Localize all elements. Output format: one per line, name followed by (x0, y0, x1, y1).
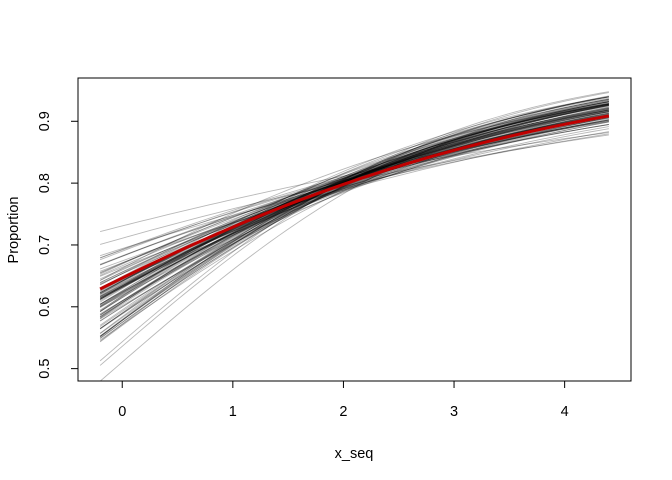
posterior-sample-line (99, 120, 609, 259)
posterior-sample-line (99, 114, 609, 284)
posterior-sample-line (99, 106, 609, 322)
y-axis-label: Proportion (6, 197, 22, 264)
posterior-sample-line (99, 104, 609, 316)
posterior-sample-line (99, 107, 609, 308)
posterior-sample-line (99, 119, 609, 273)
posterior-sample-line (99, 103, 609, 316)
posterior-sample-line (99, 124, 609, 259)
posterior-sample-line (99, 98, 609, 319)
posterior-sample-line (99, 109, 609, 289)
y-tick-label: 0.6 (37, 297, 53, 317)
posterior-sample-line (99, 103, 609, 305)
posterior-sample-line (99, 104, 609, 329)
x-axis-label: x_seq (335, 446, 374, 462)
series-area (99, 91, 610, 381)
posterior-sample-line (99, 105, 609, 318)
mean-curve-line (99, 114, 610, 291)
posterior-sample-line (99, 104, 609, 341)
posterior-sample-line (99, 95, 609, 338)
posterior-sample-line (99, 117, 609, 308)
posterior-sample-line (99, 96, 609, 334)
posterior-sample-line (99, 107, 609, 308)
posterior-sample-line (99, 95, 609, 381)
posterior-sample-line (99, 109, 609, 299)
posterior-sample-line (99, 133, 609, 257)
posterior-sample-line (99, 96, 609, 342)
posterior-sample-line (99, 97, 609, 313)
posterior-sample-line (99, 104, 609, 316)
posterior-sample-line (99, 131, 609, 270)
posterior-sample-line (99, 110, 609, 300)
posterior-sample-line (99, 134, 609, 245)
posterior-sample-line (99, 120, 609, 266)
posterior-sample-line (99, 126, 609, 277)
posterior-sample-line (99, 118, 609, 298)
posterior-sample-line (99, 105, 609, 302)
posterior-sample-line (99, 91, 609, 362)
posterior-sample-line (99, 103, 609, 306)
posterior-sample-line (99, 108, 609, 299)
posterior-sample-line (99, 108, 609, 322)
posterior-sample-line (99, 114, 609, 275)
posterior-sample-line (99, 109, 609, 300)
posterior-sample-line (99, 116, 609, 295)
posterior-sample-line (99, 121, 609, 291)
y-tick-label: 0.7 (37, 235, 53, 255)
posterior-sample-line (99, 119, 609, 299)
posterior-sample-line (99, 117, 609, 298)
posterior-sample-line (99, 99, 609, 337)
y-axis: 0.5 0.6 0.7 0.8 0.9 (37, 111, 79, 379)
posterior-sample-line (99, 120, 609, 261)
posterior-sample-line (99, 96, 609, 337)
series-group (99, 91, 610, 381)
posterior-sample-line (99, 102, 609, 317)
posterior-sample-line (99, 101, 609, 329)
posterior-sample-line (99, 103, 609, 311)
posterior-sample-line (99, 92, 609, 366)
posterior-sample-line (99, 111, 609, 320)
posterior-sample-line (99, 99, 609, 334)
y-tick-label: 0.9 (37, 111, 53, 131)
x-tick-label: 0 (118, 404, 126, 420)
posterior-sample-line (99, 98, 609, 337)
posterior-sample-line (99, 112, 609, 305)
posterior-sample-line (100, 132, 609, 233)
posterior-sample-line (99, 96, 609, 312)
posterior-sample-line (99, 108, 609, 307)
posterior-sample-line (99, 128, 609, 272)
posterior-sample-line (99, 101, 609, 327)
posterior-sample-line (99, 111, 609, 315)
posterior-sample-line (99, 105, 609, 312)
y-tick-label: 0.8 (37, 173, 53, 193)
posterior-sample-line (99, 104, 609, 318)
x-axis: 0 1 2 3 4 (118, 380, 569, 420)
posterior-sample-line (99, 109, 609, 300)
posterior-sample-line (99, 102, 609, 313)
posterior-sample-line (99, 98, 609, 330)
posterior-sample-line (99, 103, 609, 295)
x-tick-label: 3 (450, 404, 458, 420)
x-tick-label: 4 (561, 404, 569, 420)
posterior-sample-line (99, 116, 609, 274)
posterior-sample-line (99, 109, 609, 306)
posterior-sample-line (99, 108, 609, 286)
posterior-sample-line (99, 103, 609, 307)
x-tick-label: 1 (229, 404, 237, 420)
posterior-sample-line (99, 103, 609, 281)
y-tick-label: 0.5 (37, 359, 53, 379)
x-tick-label: 2 (339, 404, 347, 420)
posterior-sample-line (99, 103, 609, 303)
posterior-sample-line (99, 101, 609, 326)
